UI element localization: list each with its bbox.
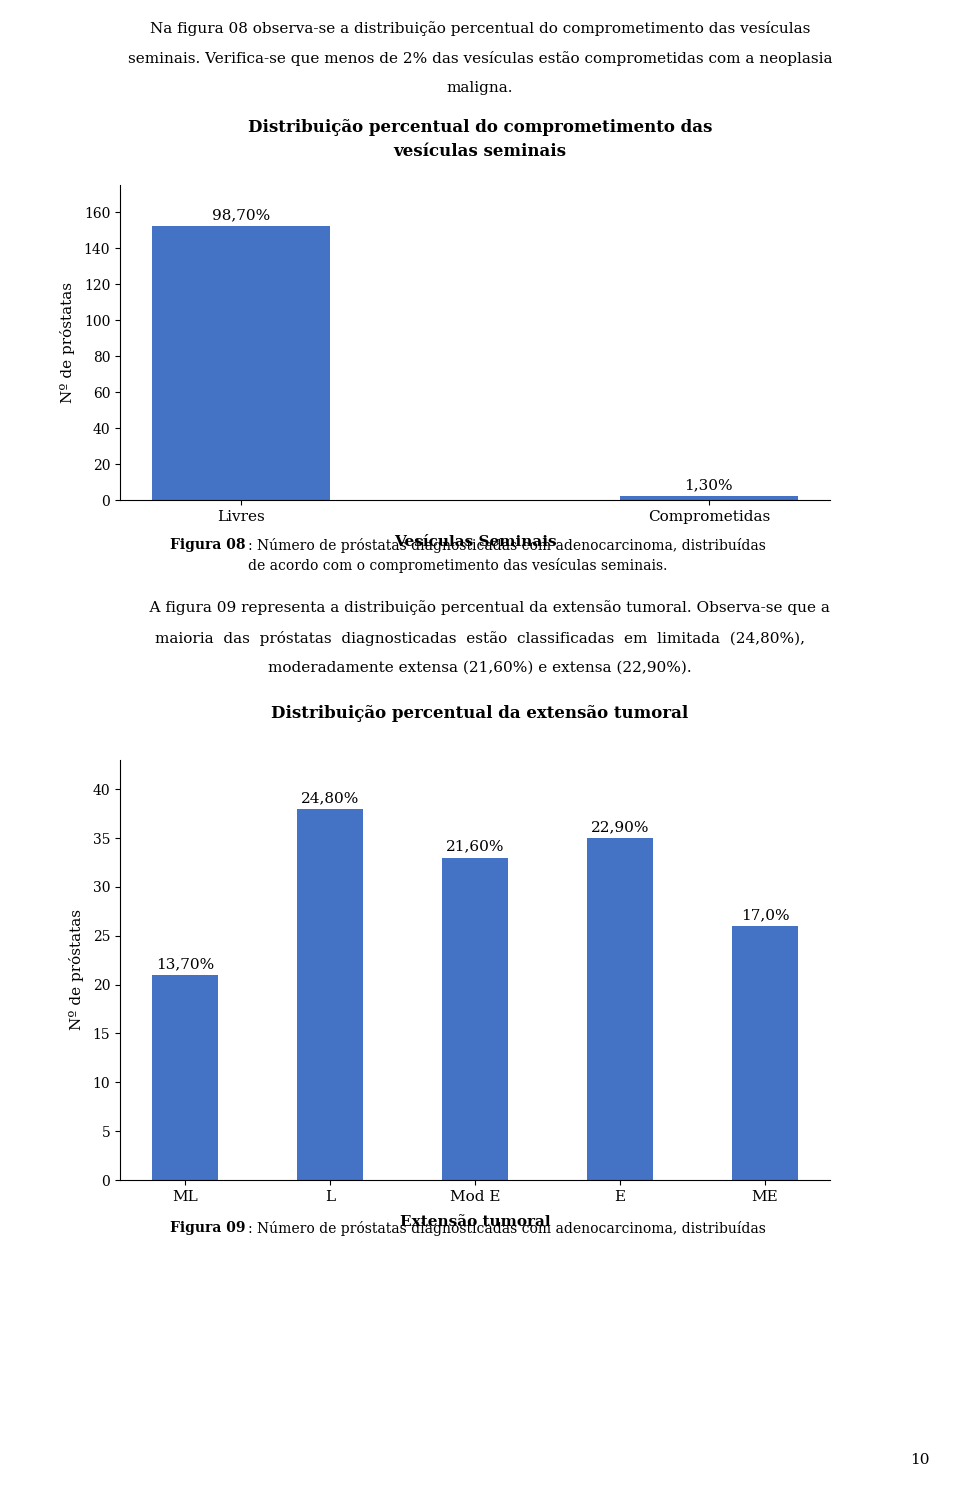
Text: 22,90%: 22,90% — [590, 821, 649, 834]
X-axis label: Extensão tumoral: Extensão tumoral — [399, 1215, 550, 1228]
Text: 21,60%: 21,60% — [445, 840, 504, 854]
Bar — [443, 858, 508, 1181]
Bar — [620, 497, 798, 500]
Text: Figura 08: Figura 08 — [170, 538, 246, 552]
Y-axis label: Nº de próstatas: Nº de próstatas — [60, 283, 76, 403]
Bar — [732, 926, 798, 1181]
Text: 17,0%: 17,0% — [741, 909, 789, 922]
Text: A figura 09 representa a distribuição percentual da extensão tumoral. Observa-se: A figura 09 representa a distribuição pe… — [130, 601, 830, 616]
Bar — [153, 226, 330, 500]
Text: maligna.: maligna. — [446, 80, 514, 95]
Text: Figura 09: Figura 09 — [170, 1221, 246, 1236]
Text: de acordo com o comprometimento das vesículas seminais.: de acordo com o comprometimento das vesí… — [248, 558, 667, 572]
Text: : Número de próstatas diagnosticadas com adenocarcinoma, distribuídas: : Número de próstatas diagnosticadas com… — [248, 537, 766, 553]
Text: moderadamente extensa (21,60%) e extensa (22,90%).: moderadamente extensa (21,60%) e extensa… — [268, 662, 692, 675]
Text: maioria  das  próstatas  diagnosticadas  estão  classificadas  em  limitada  (24: maioria das próstatas diagnosticadas est… — [155, 630, 805, 645]
Bar — [298, 809, 363, 1181]
Bar — [153, 975, 218, 1181]
X-axis label: Vesículas Seminais: Vesículas Seminais — [394, 535, 556, 549]
Y-axis label: Nº de próstatas: Nº de próstatas — [69, 910, 84, 1030]
Text: Distribuição percentual da extensão tumoral: Distribuição percentual da extensão tumo… — [272, 705, 688, 723]
Text: seminais. Verifica-se que menos de 2% das vesículas estão comprometidas com a ne: seminais. Verifica-se que menos de 2% da… — [128, 51, 832, 65]
Text: 98,70%: 98,70% — [212, 208, 271, 222]
Text: Distribuição percentual do comprometimento das: Distribuição percentual do comprometimen… — [248, 119, 712, 137]
Text: : Número de próstatas diagnosticadas com adenocarcinoma, distribuídas: : Número de próstatas diagnosticadas com… — [248, 1221, 766, 1236]
Text: vesículas seminais: vesículas seminais — [394, 144, 566, 161]
Text: 13,70%: 13,70% — [156, 958, 214, 971]
Text: 10: 10 — [910, 1453, 929, 1468]
Text: Na figura 08 observa-se a distribuição percentual do comprometimento das vesícul: Na figura 08 observa-se a distribuição p… — [150, 21, 810, 36]
Text: 24,80%: 24,80% — [300, 791, 359, 804]
Bar — [588, 839, 653, 1181]
Text: 1,30%: 1,30% — [684, 477, 733, 492]
